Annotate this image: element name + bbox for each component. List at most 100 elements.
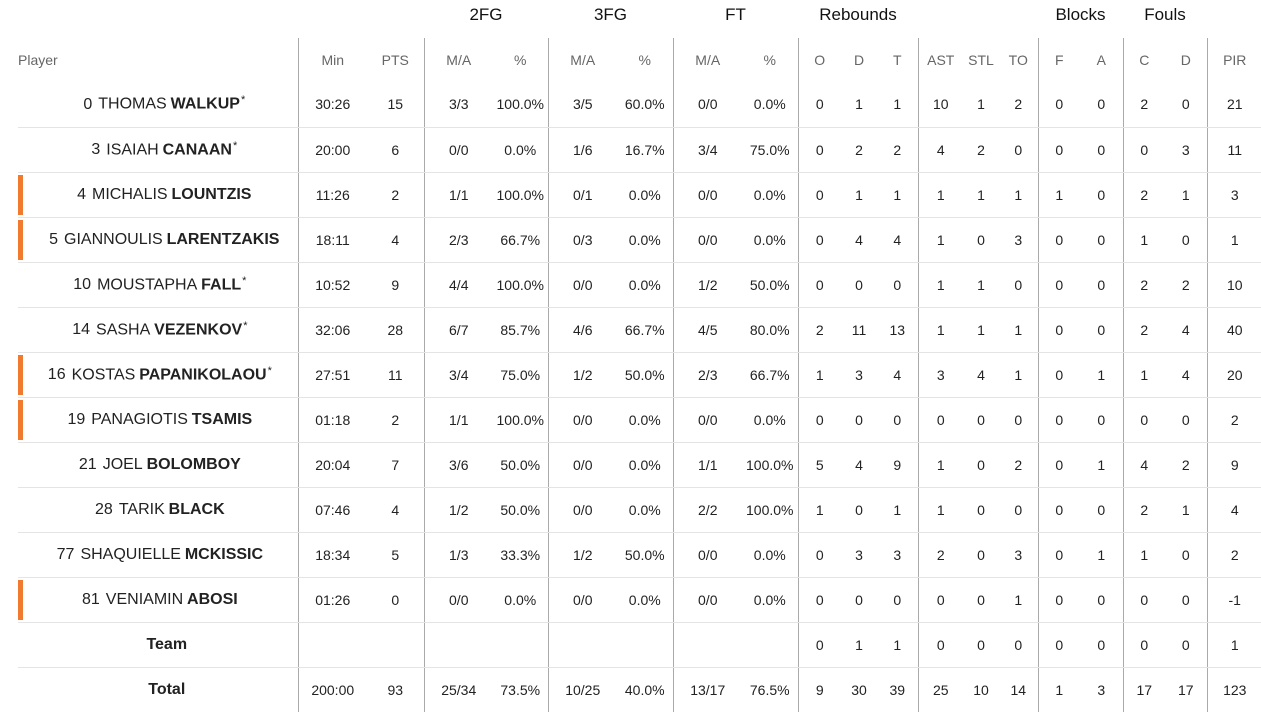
column-header-pts[interactable]: PTS: [381, 52, 409, 68]
starter-mark: *: [242, 274, 247, 287]
player-cell[interactable]: 5 GIANNOULIS LARENTZAKIS: [18, 217, 298, 263]
table-row[interactable]: 19 PANAGIOTIS TSAMIS 01:18 2 1/1 100.0% 0/0 0.0…: [18, 397, 1261, 443]
column-header-foul-d[interactable]: D: [1180, 52, 1191, 68]
stat-pir: 1: [1206, 622, 1261, 668]
stat-min: 20:04: [297, 442, 367, 488]
stat-2fg-pct: 100.0%: [493, 172, 548, 218]
stat-ast: 1: [917, 487, 963, 533]
stat-reb-d: 0: [841, 487, 877, 533]
stat-blk-f: 1: [1037, 667, 1080, 712]
stat-blk-f: 0: [1037, 82, 1080, 128]
player-cell[interactable]: 4 MICHALIS LOUNTZIS: [18, 172, 298, 218]
table-row[interactable]: 77 SHAQUIELLE MCKISSIC 18:34 5 1/3 33.3% 1/2 50…: [18, 532, 1261, 578]
stat-3fg-ma: 10/25: [547, 667, 617, 712]
column-header-foul-c[interactable]: C: [1122, 38, 1165, 82]
player-cell[interactable]: 10 MOUSTAPHA FALL*: [18, 262, 298, 308]
stat-3fg-pct: 66.7%: [617, 307, 673, 353]
player-last-name: BLACK: [168, 500, 225, 518]
stat-foul-d: 0: [1165, 577, 1207, 623]
stat-foul-d: 2: [1165, 442, 1207, 488]
stat-min: 32:06: [297, 307, 367, 353]
table-row[interactable]: 4 MICHALIS LOUNTZIS 11:26 2 1/1 100.0% 0/1 0.0%…: [18, 172, 1261, 218]
player-first-name: JOEL: [102, 455, 143, 473]
player-cell[interactable]: 21 JOEL BOLOMBOY: [18, 442, 298, 488]
player-number: 21: [78, 455, 97, 473]
table-row[interactable]: 16 KOSTAS PAPANIKOLAOU* 27:51 11 3/4 75.0% 1/2…: [18, 352, 1261, 398]
player-cell[interactable]: 0 THOMAS WALKUP*: [18, 82, 298, 128]
stat-reb-d: 0: [841, 397, 877, 443]
table-row[interactable]: 10 MOUSTAPHA FALL* 10:52 9 4/4 100.0% 0/0 0.0% 1…: [18, 262, 1261, 308]
stat-to: 0: [999, 622, 1038, 668]
stat-3fg-ma: 0/0: [547, 577, 617, 623]
column-header-player[interactable]: Player: [18, 52, 58, 68]
column-header-to[interactable]: TO: [1008, 52, 1028, 68]
stat-reb-d: 3: [841, 532, 877, 578]
stat-foul-c: 0: [1122, 397, 1165, 443]
column-header-2fg-pct[interactable]: %: [514, 52, 527, 68]
stat-reb-t: 1: [877, 172, 918, 218]
stat-reb-o: 0: [797, 172, 841, 218]
player-cell[interactable]: 81 VENIAMIN ABOSI: [18, 577, 298, 623]
player-cell[interactable]: 19 PANAGIOTIS TSAMIS: [18, 397, 298, 443]
column-header-min[interactable]: Min: [297, 38, 367, 82]
player-last-name: ABOSI: [187, 590, 238, 608]
player-cell[interactable]: 16 KOSTAS PAPANIKOLAOU*: [18, 352, 298, 398]
player-cell[interactable]: 3 ISAIAH CANAAN*: [18, 127, 298, 173]
table-row[interactable]: 0 THOMAS WALKUP* 30:26 15 3/3 100.0% 3/5 60.0% 0…: [18, 82, 1261, 128]
stat-reb-t: 1: [877, 82, 918, 128]
stat-reb-t: 39: [877, 667, 918, 712]
table-body: 0 THOMAS WALKUP* 30:26 15 3/3 100.0% 3/5 60.0% 0…: [18, 82, 1261, 712]
player-last-name: MCKISSIC: [184, 545, 264, 563]
player-cell[interactable]: 28 TARIK BLACK: [18, 487, 298, 533]
stat-2fg-pct: 100.0%: [493, 82, 548, 128]
column-header-2fg-ma[interactable]: M/A: [423, 38, 493, 82]
table-row[interactable]: 81 VENIAMIN ABOSI 01:26 0 0/0 0.0% 0/0 0.0% 0/0 0…: [18, 577, 1261, 623]
stat-ast: 2: [917, 532, 963, 578]
column-header-reb-d[interactable]: D: [853, 52, 865, 68]
column-header-blk-a[interactable]: A: [1096, 52, 1106, 68]
stat-3fg-ma: 4/6: [547, 307, 617, 353]
stat-blk-a: 0: [1080, 262, 1123, 308]
player-first-name: ISAIAH: [106, 141, 159, 159]
column-header-stl[interactable]: STL: [968, 52, 994, 68]
stat-2fg-ma: 25/34: [423, 667, 493, 712]
stat-to: 3: [999, 532, 1038, 578]
player-number: 14: [72, 321, 91, 339]
table-row[interactable]: 21 JOEL BOLOMBOY 20:04 7 3/6 50.0% 0/0 0.0% 1/1 1…: [18, 442, 1261, 488]
stat-blk-f: 0: [1037, 532, 1080, 578]
stat-blk-a: 0: [1080, 217, 1123, 263]
stat-ast: 10: [917, 82, 963, 128]
table-row[interactable]: 14 SASHA VEZENKOV* 32:06 28 6/7 85.7% 4/6 66.7%…: [18, 307, 1261, 353]
column-header-ft-pct[interactable]: %: [763, 52, 776, 68]
stat-pir: 4: [1206, 487, 1261, 533]
table-row[interactable]: 3 ISAIAH CANAAN* 20:00 6 0/0 0.0% 1/6 16.7% 3/4 7…: [18, 127, 1261, 173]
stat-to: 1: [999, 172, 1038, 218]
stat-reb-t: 2: [877, 127, 918, 173]
stat-blk-a: 0: [1080, 127, 1123, 173]
stat-foul-c: 0: [1122, 622, 1165, 668]
stat-3fg-ma: 0/0: [547, 442, 617, 488]
column-header-ast[interactable]: AST: [917, 38, 963, 82]
table-row[interactable]: 5 GIANNOULIS LARENTZAKIS 18:11 4 2/3 66.7% 0/3…: [18, 217, 1261, 263]
column-header-pir[interactable]: PIR: [1206, 38, 1261, 82]
player-cell[interactable]: 77 SHAQUIELLE MCKISSIC: [18, 532, 298, 578]
stat-reb-o: 0: [797, 532, 841, 578]
column-header-blk-f[interactable]: F: [1037, 38, 1080, 82]
bench-marker: [18, 354, 23, 395]
column-header-3fg-pct[interactable]: %: [638, 52, 651, 68]
starter-mark: *: [243, 319, 248, 332]
stat-2fg-ma: 1/1: [423, 172, 493, 218]
bench-marker: [18, 579, 23, 620]
stat-foul-c: 0: [1122, 127, 1165, 173]
table-row[interactable]: 28 TARIK BLACK 07:46 4 1/2 50.0% 0/0 0.0% 2/2 100…: [18, 487, 1261, 533]
column-header-ft-ma[interactable]: M/A: [672, 38, 742, 82]
column-header-reb-t[interactable]: T: [892, 52, 902, 68]
player-cell[interactable]: 14 SASHA VEZENKOV*: [18, 307, 298, 353]
stat-3fg-pct: 0.0%: [617, 217, 673, 263]
stat-blk-a: 1: [1080, 352, 1123, 398]
stat-ast: 0: [917, 397, 963, 443]
column-header-reb-o[interactable]: O: [797, 38, 841, 82]
column-header-3fg-ma[interactable]: M/A: [547, 38, 617, 82]
stat-min: 27:51: [297, 352, 367, 398]
stat-reb-o: 1: [797, 352, 841, 398]
